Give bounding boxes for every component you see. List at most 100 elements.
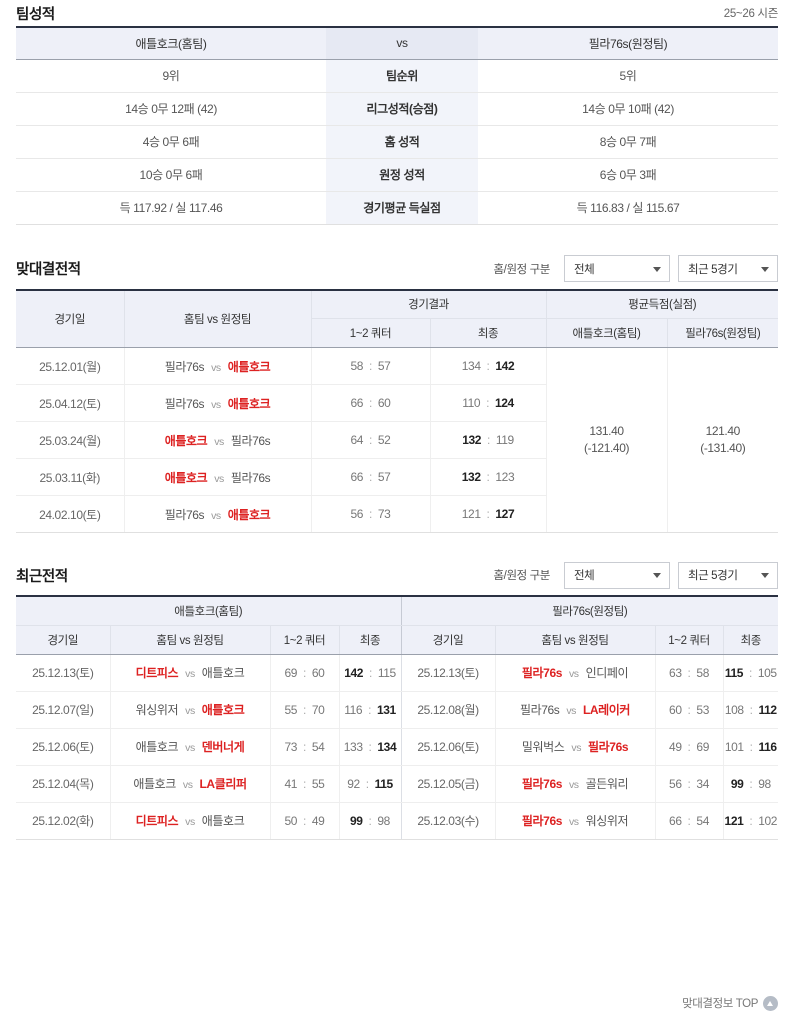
header-date: 경기일 [16, 289, 125, 348]
cell-final-score: 110 : 124 [430, 384, 547, 422]
team-away: 필라76s [588, 740, 629, 754]
quarter-away: 54 [696, 813, 709, 828]
row-label: 원정 성적 [326, 158, 478, 192]
cell-quarter-score: 41 : 55 [270, 765, 340, 803]
header-away-team: 필라76s(원정팀) [478, 27, 778, 60]
team-away: 애틀호크 [227, 396, 271, 411]
quarter-away: 60 [377, 396, 391, 410]
cell-matchup: 필라76s vs 애틀호크 [124, 495, 312, 533]
cell-quarter-score: 66 : 54 [655, 802, 724, 840]
avg-home-sub: (-121.40) [583, 441, 630, 455]
select-home-away-h2h[interactable]: 전체 [564, 255, 670, 282]
quarter-home: 69 [284, 665, 298, 680]
select-value: 최근 5경기 [688, 263, 738, 276]
final-away: 134 [377, 739, 397, 754]
final-away: 98 [758, 776, 771, 791]
final-home: 116 [344, 702, 363, 717]
cell-matchup: 워싱위저 vs 애틀호크 [110, 691, 271, 729]
vs-label: vs [568, 816, 579, 828]
final-home: 132 [462, 433, 482, 447]
select-value: 최근 5경기 [688, 570, 738, 582]
team-record-header: 팀성적 25~26 시즌 [0, 0, 794, 26]
final-home: 121 [724, 813, 744, 828]
final-home: 121 [461, 507, 481, 521]
filter-label-home-away: 홈/원정 구분 [493, 263, 551, 276]
scroll-to-top-label: 맞대결정보 TOP [682, 998, 758, 1010]
final-home: 99 [350, 813, 363, 828]
table-row: 25.03.24(월) 애틀호크 vs 필라76s 64 : 52 [16, 421, 778, 459]
scroll-to-top-link[interactable]: 맞대결정보 TOP [682, 995, 778, 1011]
team-home: 필라76s [521, 777, 563, 791]
cell-quarter-score: 66 : 60 [311, 384, 431, 422]
quarter-home: 41 [284, 776, 298, 791]
cell-quarter-score: 50 : 49 [270, 802, 340, 840]
row-label: 경기평균 득실점 [326, 191, 478, 225]
team-record-table: 애틀호크(홈팀) vs 필라76s(원정팀) 9위 팀순위 5위 14승 0무 … [16, 26, 778, 225]
final-home: 92 [347, 776, 360, 791]
quarter-away: 57 [377, 359, 391, 373]
team-away: 애틀호크 [201, 666, 245, 680]
cell-quarter-score: 73 : 54 [270, 728, 340, 766]
cell-quarter-score: 56 : 34 [655, 765, 724, 803]
cell-matchup: 필라76s vs 워싱위저 [495, 802, 656, 840]
quarter-home: 63 [669, 665, 682, 680]
header-group-home-team: 애틀호크(홈팀) [16, 596, 402, 626]
cell-quarter-score: 64 : 52 [311, 421, 431, 459]
recent-record-filters: 홈/원정 구분 전체 최근 5경기 [494, 561, 778, 589]
select-recent-games-recent[interactable]: 최근 5경기 [678, 561, 778, 589]
cell-date: 25.12.06(토) [401, 728, 496, 766]
cell-quarter-score: 69 : 60 [270, 654, 340, 692]
cell-quarter-score: 49 : 69 [655, 728, 724, 766]
vs-label: vs [185, 668, 195, 680]
team-away: 애틀호크 [227, 359, 271, 374]
header-avg-away: 필라76s(원정팀) [667, 318, 779, 348]
team-away: 애틀호크 [201, 814, 245, 828]
final-away: 123 [495, 470, 515, 484]
cell-matchup: 애틀호크 vs 덴버너게 [110, 728, 271, 766]
header-quarter: 1~2 쿼터 [311, 318, 431, 348]
home-value: 10승 0무 6패 [16, 158, 326, 192]
table-row: 25.12.06(토) 애틀호크 vs 덴버너게 73 : 54 [16, 728, 779, 766]
header-date-right: 경기일 [401, 625, 496, 655]
team-away: LA레이커 [582, 703, 631, 717]
cell-quarter-score: 56 : 73 [311, 495, 431, 533]
team-home: 필라76s [164, 359, 205, 374]
table-row: 25.12.13(토) 디트피스 vs 애틀호크 69 : 60 [16, 654, 779, 692]
cell-final-score: 99 : 98 [339, 802, 402, 840]
table-row: 25.03.11(화) 애틀호크 vs 필라76s 66 : 57 [16, 458, 778, 496]
team-home: 필라76s [164, 507, 205, 522]
header-result-group: 경기결과 [311, 289, 547, 319]
cell-quarter-score: 60 : 53 [655, 691, 724, 729]
table-row: 25.12.02(화) 디트피스 vs 애틀호크 50 : 49 [16, 802, 779, 840]
team-home: 디트피스 [135, 666, 179, 680]
vs-label: vs [211, 509, 221, 522]
table-row: 25.12.04(목) 애틀호크 vs LA클리퍼 41 : 55 [16, 765, 779, 803]
quarter-away: 60 [311, 665, 325, 680]
select-value: 전체 [574, 263, 595, 276]
quarter-home: 60 [669, 702, 682, 717]
cell-matchup: 애틀호크 vs LA클리퍼 [110, 765, 271, 803]
header-matchup-left: 홈팀 vs 원정팀 [110, 625, 271, 655]
recent-record-table: 애틀호크(홈팀) 필라76s(원정팀) 경기일 홈팀 vs 원정팀 1~2 쿼터… [16, 595, 779, 840]
header-final-left: 최종 [339, 625, 402, 655]
head-to-head-table: 경기일 홈팀 vs 원정팀 경기결과 평균득점(실점) 1~2 쿼터 최종 애틀… [16, 288, 779, 533]
quarter-home: 73 [284, 739, 298, 754]
arrow-up-icon [763, 995, 778, 1011]
team-home: 애틀호크 [135, 740, 179, 754]
header-average-group: 평균득점(실점) [546, 289, 779, 319]
cell-date: 25.12.13(토) [401, 654, 496, 692]
header-quarter-right: 1~2 쿼터 [655, 625, 724, 655]
head-to-head-filters: 홈/원정 구분 전체 최근 5경기 [493, 255, 778, 282]
select-recent-games-h2h[interactable]: 최근 5경기 [678, 255, 778, 282]
quarter-home: 56 [350, 507, 364, 521]
away-value: 14승 0무 10패 (42) [478, 92, 778, 126]
quarter-away: 49 [311, 813, 325, 828]
cell-final-score: 101 : 116 [723, 728, 779, 766]
cell-matchup: 디트피스 vs 애틀호크 [110, 654, 271, 692]
quarter-home: 66 [669, 813, 682, 828]
cell-date: 25.12.13(토) [16, 654, 111, 692]
quarter-home: 56 [669, 776, 682, 791]
select-home-away-recent[interactable]: 전체 [564, 561, 670, 589]
cell-date: 25.12.04(목) [16, 765, 111, 803]
table-row: 14승 0무 12패 (42) 리그성적(승점) 14승 0무 10패 (42) [16, 92, 778, 126]
